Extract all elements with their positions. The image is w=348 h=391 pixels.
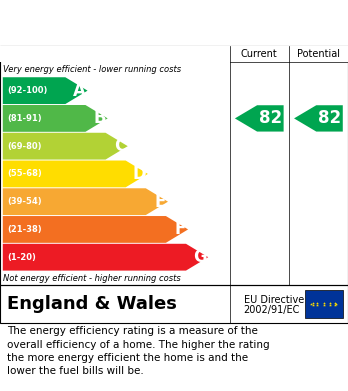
Text: 82: 82 <box>259 109 282 127</box>
Polygon shape <box>3 244 208 271</box>
Polygon shape <box>3 188 168 215</box>
Text: 2002/91/EC: 2002/91/EC <box>244 305 300 315</box>
Text: (69-80): (69-80) <box>7 142 41 151</box>
Text: C: C <box>114 137 126 155</box>
Text: EU Directive: EU Directive <box>244 294 304 305</box>
Text: England & Wales: England & Wales <box>7 295 177 313</box>
Polygon shape <box>235 105 284 131</box>
Bar <box>304 290 343 318</box>
Text: (55-68): (55-68) <box>7 169 42 178</box>
Text: (39-54): (39-54) <box>7 197 41 206</box>
Text: Current: Current <box>241 49 278 59</box>
Polygon shape <box>294 105 343 131</box>
Text: F: F <box>175 221 186 239</box>
Text: (21-38): (21-38) <box>7 225 41 234</box>
Polygon shape <box>3 77 88 104</box>
Text: E: E <box>155 193 166 211</box>
Polygon shape <box>3 133 128 160</box>
Text: B: B <box>93 109 106 127</box>
Text: A: A <box>73 82 86 100</box>
Text: Not energy efficient - higher running costs: Not energy efficient - higher running co… <box>3 274 181 283</box>
Polygon shape <box>3 105 108 132</box>
Text: (1-20): (1-20) <box>7 253 36 262</box>
Text: Very energy efficient - lower running costs: Very energy efficient - lower running co… <box>3 65 182 74</box>
Text: G: G <box>193 248 206 266</box>
Polygon shape <box>3 216 188 243</box>
Text: Energy Efficiency Rating: Energy Efficiency Rating <box>9 14 238 32</box>
Text: (81-91): (81-91) <box>7 114 41 123</box>
Text: The energy efficiency rating is a measure of the
overall efficiency of a home. T: The energy efficiency rating is a measur… <box>7 326 270 376</box>
Text: (92-100): (92-100) <box>7 86 47 95</box>
Text: Potential: Potential <box>297 49 340 59</box>
Polygon shape <box>3 161 148 187</box>
Text: D: D <box>132 165 146 183</box>
Text: 82: 82 <box>318 109 341 127</box>
Bar <box>0 46 348 63</box>
